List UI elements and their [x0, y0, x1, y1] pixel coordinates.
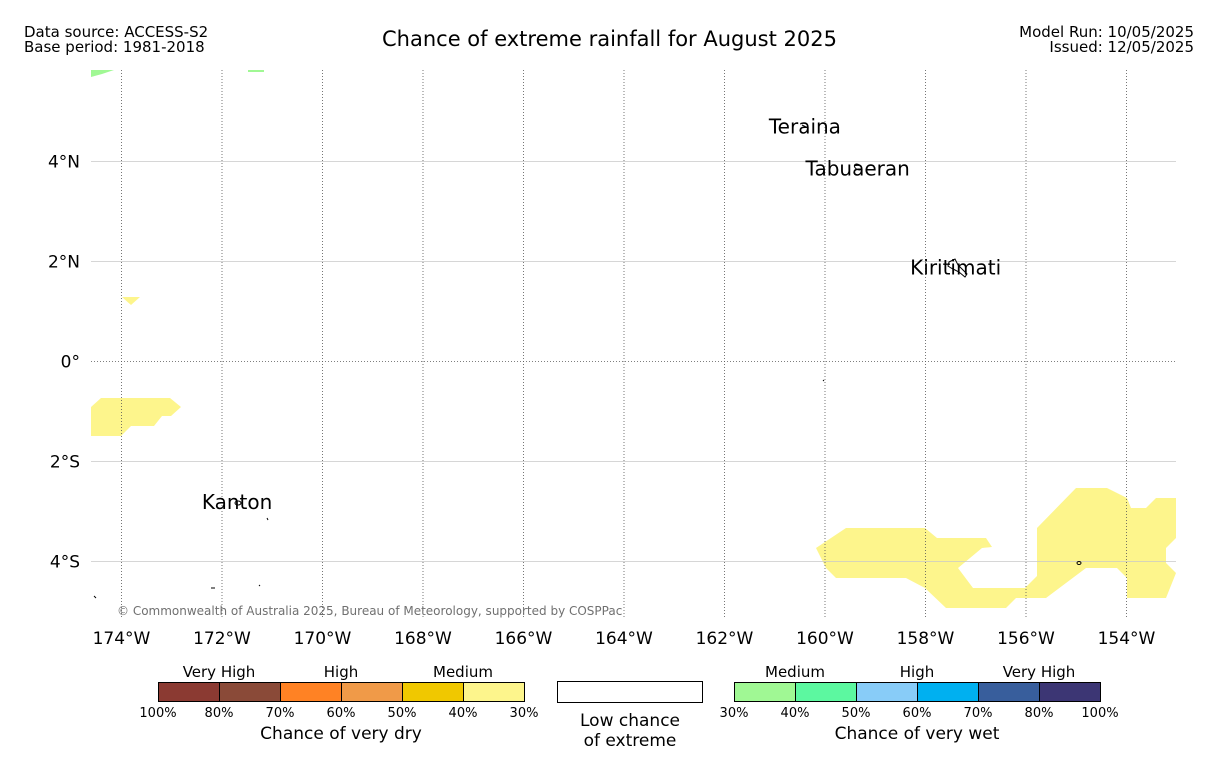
island-kanton — [234, 500, 242, 506]
island-small-6 — [1076, 561, 1082, 565]
island-tabuaeran — [853, 163, 863, 171]
low-chance-label: Low chance of extreme — [550, 711, 710, 751]
island-small-4 — [93, 595, 97, 599]
place-label-tabuaeran: Tabuaeran — [805, 157, 910, 181]
wet-level-title: Medium — [765, 663, 825, 681]
shading-layer — [91, 70, 1176, 608]
low-chance-swatch — [557, 681, 703, 703]
dry-tick-label: 60% — [326, 706, 356, 721]
dry-level-title: High — [323, 663, 359, 681]
dry-color-swatch — [341, 682, 403, 702]
wet-color-swatch — [1039, 682, 1101, 702]
longitude-label: 160°W — [796, 629, 854, 649]
island-small-3 — [258, 584, 261, 587]
wet-tick-label: 70% — [963, 706, 993, 721]
latitude-label: 4°N — [48, 153, 80, 173]
longitude-label: 154°W — [1098, 629, 1156, 649]
wet-color-swatch — [856, 682, 918, 702]
wet-shading-top-mid — [248, 70, 264, 72]
wet-tick-label: 60% — [902, 706, 932, 721]
wet-caption: Chance of very wet — [834, 724, 1000, 744]
longitude-label: 156°W — [997, 629, 1055, 649]
dry-tick-label: 80% — [204, 706, 234, 721]
island-teraina — [801, 124, 807, 128]
island-small-5 — [822, 379, 825, 382]
model-run-label: Model Run: 10/05/2025 — [1019, 23, 1194, 41]
dry-color-swatch — [219, 682, 281, 702]
island-kiritimati — [947, 258, 968, 278]
wet-tick-label: 50% — [841, 706, 871, 721]
dry-shading-southeast — [816, 488, 1176, 608]
axis-labels: 174°W 172°W 170°W 168°W 166°W 164°W 162°W 160°W… — [48, 153, 1156, 650]
dry-tick-label: 70% — [265, 706, 295, 721]
island-outlines — [93, 124, 1082, 599]
rainfall-map: 174°W 172°W 170°W 168°W 166°W 164°W 162°W 160°W… — [48, 70, 1176, 650]
wet-tick-label: 30% — [719, 706, 749, 721]
latitude-label: 4°S — [50, 553, 80, 573]
latitude-label: 2°S — [50, 453, 80, 473]
copyright-notice: © Commonwealth of Australia 2025, Bureau… — [117, 604, 622, 618]
longitude-label: 170°W — [294, 629, 352, 649]
dry-color-swatch — [402, 682, 464, 702]
wet-level-title: Very High — [1002, 663, 1076, 681]
low-chance-line2: of extreme — [583, 731, 677, 751]
issued-label: Issued: 12/05/2025 — [1049, 38, 1194, 56]
latitude-label: 2°N — [48, 253, 80, 273]
wet-color-swatch — [734, 682, 796, 702]
dry-tick-label: 50% — [387, 706, 417, 721]
base-period-label: Base period: 1981-2018 — [24, 38, 205, 56]
dry-color-swatch — [463, 682, 525, 702]
place-labels: Teraina Tabuaeran Kiritimati Kanton — [202, 115, 1001, 515]
dry-tick-label: 100% — [139, 706, 177, 721]
dry-color-swatch — [280, 682, 342, 702]
wet-color-swatch — [917, 682, 979, 702]
wet-level-title: High — [899, 663, 935, 681]
longitude-label: 168°W — [394, 629, 452, 649]
dry-color-swatch — [158, 682, 220, 702]
wet-tick-label: 80% — [1024, 706, 1054, 721]
latitude-label: 0° — [61, 353, 80, 373]
data-source-label: Data source: ACCESS-S2 — [24, 23, 209, 41]
place-label-teraina: Teraina — [768, 115, 841, 139]
longitude-label: 172°W — [193, 629, 251, 649]
dry-shading-west-equator — [91, 398, 181, 436]
longitude-label: 164°W — [595, 629, 653, 649]
place-label-kiritimati: Kiritimati — [910, 256, 1001, 280]
wet-shading-top-left — [91, 70, 114, 77]
dry-caption: Chance of very dry — [260, 724, 422, 744]
longitude-label: 162°W — [696, 629, 754, 649]
place-label-kanton: Kanton — [202, 490, 272, 514]
longitude-label: 158°W — [897, 629, 955, 649]
longitude-label: 174°W — [93, 629, 151, 649]
wet-color-swatch — [978, 682, 1040, 702]
dry-level-title: Medium — [433, 663, 493, 681]
island-small-1 — [266, 517, 269, 521]
dry-level-title: Very High — [182, 663, 256, 681]
dry-shading-small-patch — [122, 297, 140, 305]
wet-tick-label: 100% — [1081, 706, 1119, 721]
dry-tick-label: 40% — [448, 706, 478, 721]
wet-color-swatch — [795, 682, 857, 702]
longitude-label: 166°W — [495, 629, 553, 649]
dry-tick-label: 30% — [509, 706, 539, 721]
map-title: Chance of extreme rainfall for August 20… — [382, 27, 837, 51]
wet-tick-label: 40% — [780, 706, 810, 721]
gridlines — [91, 70, 1176, 618]
low-chance-line1: Low chance — [580, 711, 680, 731]
